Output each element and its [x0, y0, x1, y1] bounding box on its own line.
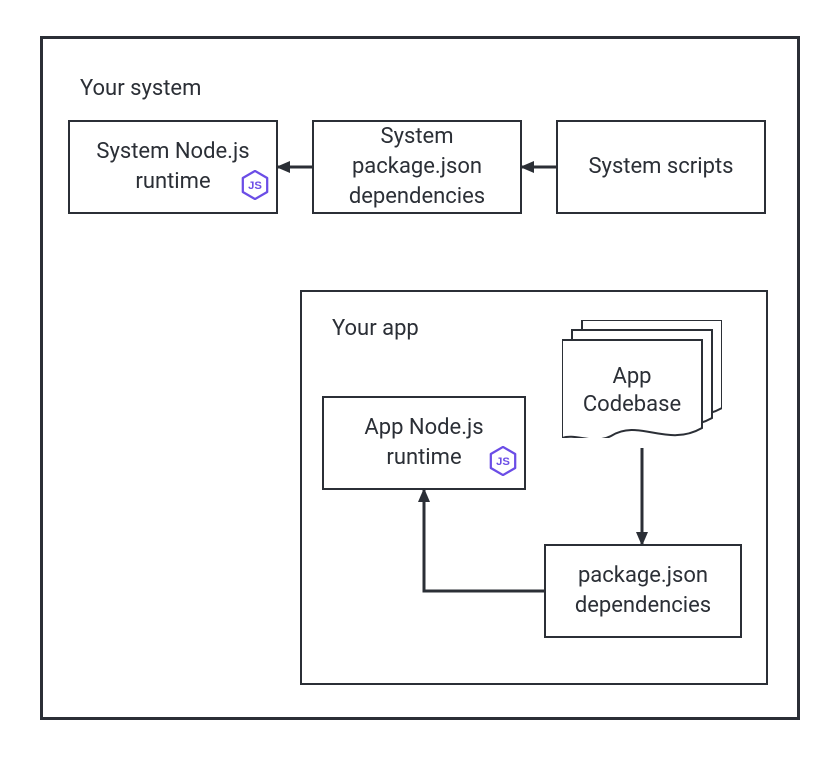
- node-system-package-json: System package.json dependencies: [312, 120, 522, 214]
- nodejs-icon: JS: [240, 170, 270, 209]
- node-app-codebase: App Codebase: [562, 320, 722, 438]
- svg-text:JS: JS: [248, 180, 262, 192]
- node-label: package.json dependencies: [560, 561, 726, 620]
- svg-text:Codebase: Codebase: [583, 392, 681, 417]
- node-system-scripts: System scripts: [556, 120, 766, 214]
- node-app-package-json: package.json dependencies: [544, 544, 742, 638]
- svg-text:App: App: [612, 364, 651, 389]
- node-label: System Node.js runtime: [84, 137, 262, 196]
- outer-label: Your system: [80, 76, 201, 101]
- inner-label: Your app: [332, 316, 419, 341]
- node-label: System package.json dependencies: [328, 122, 506, 211]
- node-system-nodejs-runtime: System Node.js runtime JS: [68, 120, 278, 214]
- node-label: System scripts: [588, 152, 733, 182]
- node-label: App Node.js runtime: [338, 413, 510, 472]
- diagram-canvas: Your system System Node.js runtime JS Sy…: [0, 0, 840, 760]
- svg-text:JS: JS: [496, 456, 510, 468]
- nodejs-icon: JS: [488, 446, 518, 485]
- node-app-nodejs-runtime: App Node.js runtime JS: [322, 396, 526, 490]
